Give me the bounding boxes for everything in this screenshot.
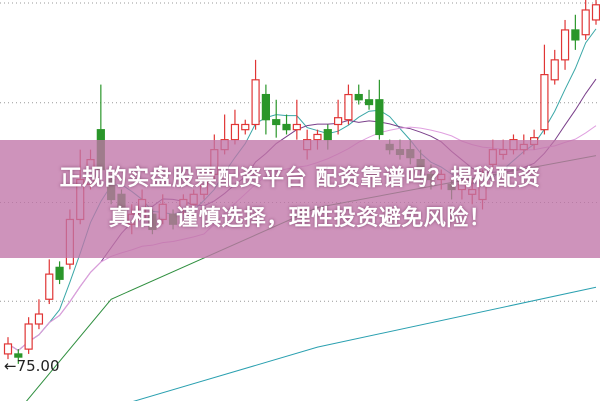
candle-up xyxy=(344,93,353,121)
candle-up xyxy=(313,133,322,141)
candle-up xyxy=(241,123,250,131)
price-marker-label: ←75.00 xyxy=(4,357,60,375)
moving-average-line xyxy=(132,286,597,401)
candle-up xyxy=(45,273,54,300)
candle-up xyxy=(24,323,33,350)
candle-up xyxy=(251,79,260,126)
candle-up xyxy=(292,123,301,131)
candle-down xyxy=(571,29,580,41)
candle-up xyxy=(550,59,559,81)
candle-down xyxy=(272,119,281,126)
candle-down xyxy=(375,99,384,136)
candle-up xyxy=(3,343,13,355)
candle-up xyxy=(230,123,240,141)
candle-up xyxy=(581,9,590,36)
candle-up xyxy=(560,29,570,61)
candle-up xyxy=(334,117,343,126)
title-line-1: 正规的实盘股票配资平台 配资靠谱吗？揭秘配资 xyxy=(59,166,541,191)
candle-down xyxy=(354,93,363,101)
candle-down xyxy=(364,99,374,106)
candle-up xyxy=(540,74,549,131)
candle-up xyxy=(34,313,44,325)
candle-down xyxy=(261,93,270,121)
title-overlay-band xyxy=(0,140,600,258)
candle-down xyxy=(14,353,23,358)
candle-down xyxy=(282,123,291,131)
candle-down xyxy=(55,266,64,280)
candle-down xyxy=(323,129,332,141)
candle-up xyxy=(591,4,600,21)
title-line-2: 真相，谨慎选择，理性投资避免风险！ xyxy=(108,206,492,231)
article-title: 正规的实盘股票配资平台 配资靠谱吗？揭秘配资 真相，谨慎选择，理性投资避免风险！ xyxy=(0,140,600,258)
